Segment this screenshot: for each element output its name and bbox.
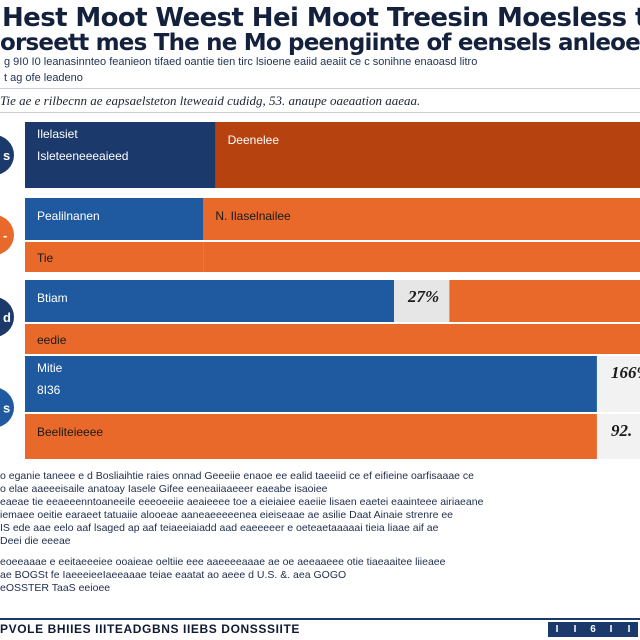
footnote-line: Deei die eeeae [0,535,71,547]
marker-label: s [3,401,10,416]
footnote-line: o elae aaeeeisaile anatoay Iasele Gifee … [0,483,328,495]
segment-label: eedie [37,333,67,347]
segment-label: Tie [37,251,54,265]
footnote-line: iemaee oeitie earaeet tatuaiie alooeae a… [0,509,454,521]
bar-segment [596,356,640,412]
lead-sentence: Tie ae e rilbecnn ae eapsaelsteton ltewe… [0,93,421,108]
page-box: 6 [584,622,602,637]
data-label: 166% [611,363,640,382]
segment-label: Btiam [37,291,68,305]
footnote-line: eoeeaaae e eeitaeeeiee ooaieae oeltiie e… [0,556,446,568]
page-box: I [620,622,638,637]
marker-label: d [3,310,11,325]
page-box: I [602,622,620,637]
segment-label: 8I36 [37,383,61,397]
data-label: 27% [407,287,439,306]
chart-title: Hest Moot Weest Hei Moot Treesin Moesles… [2,3,640,33]
bar-segment [25,122,216,188]
segment-label: Deenelee [228,133,280,147]
bar-segment [203,242,640,272]
footnotes: o eganie taneee e d Bosliaihtie raies on… [0,470,640,595]
page-box: I [548,622,566,637]
footnote-line: eaeae tie eeaeeenntoaneeile eeeoeeiie ae… [0,496,484,508]
bar-segment [25,280,394,322]
segment-label: Beeliteieeee [37,425,103,439]
footnote-line: o eganie taneee e d Bosliaihtie raies on… [0,470,475,482]
marker-icon [0,135,14,175]
bar-segment [449,280,640,322]
bar-segment [25,324,640,354]
footer-text: PVOLE BHIIES IIITEADGBNS IIEBS DONSSSIIT… [0,622,300,636]
bar-segment [25,356,597,412]
bar-segment [596,414,640,459]
marker-icon [0,297,14,337]
chart-subtitle: orseett mes The ne Mo peengiinte of eens… [0,30,640,56]
page-box: I [566,622,584,637]
data-label: 92. [611,421,632,440]
intro-line-2: t ag ofe leadeno [4,72,83,84]
intro-line-1: g 9I0 I0 leanasinnteo feanieon tifaed oa… [4,56,478,68]
bar-segment [203,198,640,240]
segment-label: N. Ilaselnailee [215,209,291,223]
marker-icon [0,215,14,255]
header-divider [0,88,640,89]
segment-label: Mitie [37,361,63,375]
segment-label: Isleteeneeeaieed [37,149,128,163]
segment-label: Ilelasiet [37,127,78,141]
bar-segment [25,414,597,459]
segment-label: Pealilnanen [37,209,100,223]
marker-label: - [3,228,7,243]
footnote-line: eOSSTER TaaS eeioee [0,582,111,594]
bar-segment [394,280,450,322]
footnote-line: IS ede aae eelo aaf lsaged ap aaf teiaee… [0,522,439,534]
footnote-line: ae BOGSt fe IaeeeieeIaeeaaae teiae eaata… [0,569,347,581]
footer-divider [0,618,640,620]
bar-segment [25,198,204,240]
bar-segment [215,122,640,188]
bar-segment [25,242,204,272]
marker-icon [0,388,14,427]
marker-label: s [3,148,10,163]
chart-divider [0,112,640,113]
stacked-bar-chart: Ilelasiet Isleteeneeeaieed Deenelee Pealiln… [0,122,640,459]
